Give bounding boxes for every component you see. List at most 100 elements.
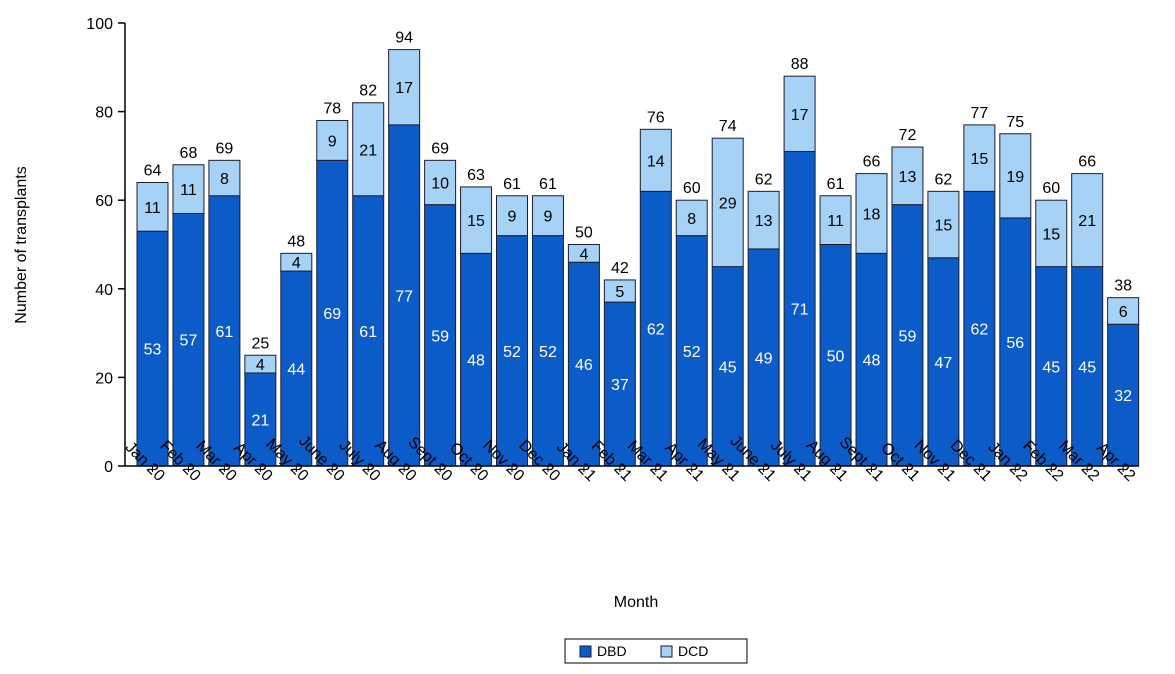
- total-label: 68: [180, 145, 198, 162]
- data-label-dbd: 69: [323, 306, 341, 323]
- bar-dcd: [208, 159, 241, 197]
- data-label-dbd: 52: [503, 344, 521, 361]
- bar-dcd: [1071, 173, 1104, 268]
- total-label: 66: [1078, 154, 1096, 171]
- y-axis-title: Number of transplants: [13, 166, 30, 323]
- labels-layer: 5311645711686186921425444486997861218277…: [144, 30, 1133, 430]
- bar-dcd: [603, 279, 636, 303]
- bar-dbd: [280, 270, 313, 467]
- bar-dcd: [1107, 297, 1140, 325]
- bar-dbd: [460, 252, 493, 467]
- bar-dbd: [388, 124, 421, 467]
- data-label-dcd: 9: [328, 133, 337, 150]
- bar-dcd: [819, 195, 852, 246]
- data-label-dcd: 15: [935, 218, 953, 235]
- bar-dbd: [999, 217, 1032, 467]
- bar-dcd: [244, 354, 277, 374]
- total-label: 61: [503, 176, 521, 193]
- bar-dcd: [280, 252, 313, 272]
- total-label: 72: [899, 127, 917, 144]
- bar-dcd: [891, 146, 924, 206]
- total-label: 69: [216, 140, 234, 157]
- bar-dbd: [639, 190, 672, 467]
- bar-dcd: [424, 159, 457, 206]
- data-label-dbd: 46: [575, 357, 593, 374]
- data-label-dcd: 11: [144, 200, 161, 217]
- bar-dbd: [855, 252, 888, 467]
- data-label-dbd: 77: [395, 288, 413, 305]
- bar-dbd: [496, 235, 528, 467]
- bar-dcd: [927, 190, 960, 259]
- bar-dcd: [639, 128, 672, 192]
- data-label-dcd: 29: [719, 195, 737, 212]
- bar-dcd: [388, 49, 421, 126]
- data-label-dbd: 48: [863, 353, 881, 370]
- total-label: 38: [1114, 278, 1132, 295]
- bar-dcd: [316, 119, 349, 161]
- total-label: 60: [1042, 180, 1060, 197]
- total-label: 48: [287, 233, 305, 250]
- data-label-dcd: 15: [1042, 226, 1060, 243]
- data-label-dcd: 8: [220, 171, 229, 188]
- bars-layer: [136, 49, 1140, 467]
- data-label-dcd: 9: [543, 209, 552, 226]
- data-label-dcd: 6: [1119, 304, 1128, 321]
- bar-dbd: [531, 235, 564, 467]
- bar-dbd: [603, 301, 636, 467]
- bar-dcd: [172, 164, 205, 214]
- bar-dbd: [783, 150, 816, 467]
- total-label: 82: [359, 83, 377, 100]
- total-label: 61: [539, 176, 557, 193]
- y-tick-label: 40: [95, 282, 113, 299]
- data-label-dcd: 17: [395, 80, 413, 97]
- data-label-dcd: 14: [647, 153, 665, 170]
- bar-dcd: [675, 199, 708, 237]
- x-axis-title: Month: [614, 594, 658, 611]
- total-label: 77: [970, 105, 988, 122]
- bar-dbd: [963, 190, 996, 467]
- data-label-dbd: 44: [287, 362, 305, 379]
- data-label-dcd: 21: [359, 142, 377, 159]
- data-label-dbd: 37: [611, 377, 629, 394]
- data-label-dcd: 4: [579, 246, 588, 263]
- data-label-dbd: 71: [791, 302, 809, 319]
- bar-dbd: [675, 235, 708, 467]
- data-label-dcd: 18: [863, 206, 881, 223]
- data-label-dcd: 11: [180, 182, 197, 199]
- legend-label: DBD: [597, 643, 627, 659]
- bar-dcd: [496, 195, 528, 237]
- legend-swatch: [660, 645, 673, 658]
- y-tick-label: 60: [95, 193, 113, 210]
- bar-dbd: [567, 261, 600, 467]
- data-label-dcd: 15: [467, 213, 485, 230]
- bar-dbd: [927, 257, 960, 467]
- bar-dcd: [136, 181, 169, 232]
- bar-dbd: [136, 230, 169, 467]
- bar-dcd: [747, 190, 780, 250]
- data-label-dcd: 11: [827, 213, 844, 230]
- total-label: 62: [935, 171, 953, 188]
- data-label-dbd: 50: [827, 348, 845, 365]
- data-label-dbd: 62: [647, 322, 665, 339]
- data-label-dbd: 56: [1006, 335, 1024, 352]
- bar-dcd: [460, 186, 493, 254]
- data-label-dbd: 52: [539, 344, 557, 361]
- data-label-dbd: 53: [144, 342, 162, 359]
- total-label: 76: [647, 109, 665, 126]
- total-label: 60: [683, 180, 701, 197]
- data-label-dbd: 61: [359, 324, 377, 341]
- data-label-dcd: 13: [899, 169, 917, 186]
- y-tick-label: 100: [86, 16, 113, 33]
- data-label-dcd: 13: [755, 213, 773, 230]
- total-label: 61: [827, 176, 845, 193]
- total-label: 25: [251, 335, 269, 352]
- data-label-dcd: 4: [292, 255, 301, 272]
- data-label-dbd: 45: [719, 359, 737, 376]
- legend-swatch: [579, 645, 592, 658]
- bar-dcd: [855, 173, 888, 254]
- data-label-dcd: 19: [1006, 169, 1024, 186]
- data-label-dbd: 32: [1114, 388, 1132, 405]
- data-label-dcd: 10: [431, 175, 449, 192]
